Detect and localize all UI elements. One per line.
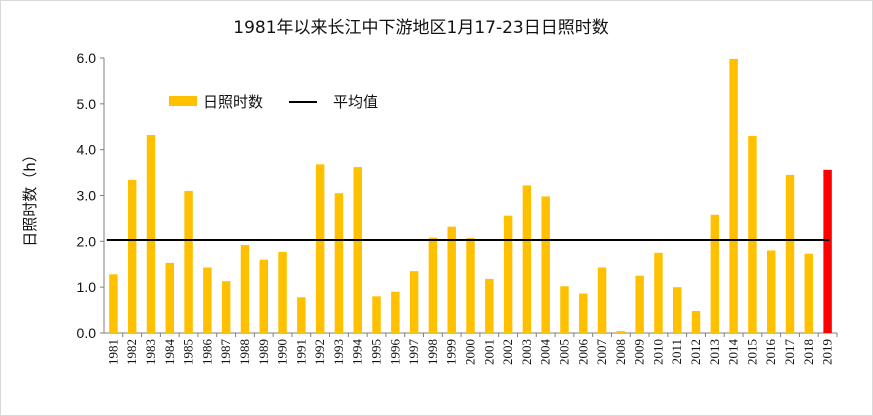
legend-bar-swatch — [169, 96, 197, 106]
x-tick-label: 1987 — [218, 339, 233, 366]
bar-1984 — [165, 262, 175, 333]
bar-2009 — [635, 275, 644, 333]
x-tick-label: 1982 — [124, 339, 139, 365]
x-tick-label: 2016 — [763, 339, 778, 366]
x-tick-label: 2001 — [481, 339, 496, 365]
y-tick-label: 5.0 — [77, 96, 97, 112]
bar-1985 — [184, 190, 193, 333]
legend-bar-label: 日照时数 — [203, 93, 263, 111]
bar-1995 — [372, 296, 381, 333]
bar-2014 — [729, 58, 738, 334]
x-tick-label: 2000 — [463, 339, 478, 365]
bar-1982 — [127, 179, 137, 333]
bar-2012 — [691, 311, 701, 333]
bar-2005 — [560, 286, 569, 333]
bar-1998 — [428, 237, 438, 333]
bar-2007 — [597, 267, 607, 333]
x-tick-label: 2012 — [688, 339, 703, 365]
bar-1993 — [334, 193, 344, 333]
x-tick-label: 1989 — [256, 339, 271, 365]
x-tick-label: 2007 — [594, 339, 609, 366]
x-tick-label: 1985 — [181, 339, 196, 365]
bar-1981 — [109, 274, 118, 333]
x-tick-label: 1994 — [350, 339, 365, 366]
y-tick-label: 1.0 — [77, 279, 97, 295]
x-tick-label: 2008 — [613, 339, 628, 365]
x-tick-label: 1984 — [162, 339, 177, 366]
x-tick-label: 2011 — [669, 339, 684, 365]
plot-area: 0.0 1.0 2.0 3.0 4.0 5.0 6.0 1981 1982 1983 1984 198… — [77, 50, 838, 366]
bar-2016 — [766, 250, 776, 333]
x-tick-label: 1999 — [444, 339, 459, 365]
bar-2018 — [804, 253, 814, 333]
y-tick-label: 6.0 — [77, 50, 97, 66]
x-tick-label: 2015 — [744, 339, 759, 365]
y-tick-label: 3.0 — [77, 188, 97, 204]
bar-1988 — [240, 245, 250, 333]
x-tick-label: 1990 — [275, 339, 290, 365]
bar-1986 — [203, 267, 212, 333]
bar-2000 — [466, 238, 475, 333]
bar-1992 — [315, 164, 325, 333]
y-axis-label: 日照时数（h） — [21, 147, 39, 247]
x-tick-label: 2005 — [556, 339, 571, 365]
x-tick-label: 1993 — [331, 339, 346, 365]
x-tick-label: 2002 — [500, 339, 515, 365]
y-tick-label: 2.0 — [77, 233, 97, 249]
bar-1999 — [447, 226, 456, 333]
legend-line-label: 平均值 — [333, 93, 378, 111]
x-tick-label: 2014 — [726, 339, 741, 366]
bar-2004 — [541, 196, 550, 333]
x-tick-label: 2017 — [782, 339, 797, 366]
x-tick-label: 1983 — [143, 339, 158, 365]
x-tick-label: 1992 — [312, 339, 327, 365]
x-tick-label: 2019 — [820, 339, 835, 365]
chart-title: 1981年以来长江中下游地区1月17-23日日照时数 — [233, 18, 608, 38]
bar-1994 — [353, 167, 362, 333]
bar-1991 — [297, 297, 306, 333]
legend: 日照时数 平均值 — [169, 93, 378, 111]
bar-2008 — [616, 331, 626, 333]
x-tick-label: 1986 — [199, 339, 214, 366]
bar-1997 — [409, 271, 419, 333]
bar-2003 — [522, 185, 532, 333]
bar-2006 — [579, 293, 588, 333]
x-tick-label: 1995 — [369, 339, 384, 365]
bar-1987 — [221, 281, 231, 333]
x-tick-label: 2010 — [650, 339, 665, 365]
y-tick-label: 0.0 — [77, 325, 97, 341]
bar-1990 — [278, 251, 287, 333]
x-tick-label: 1998 — [425, 339, 440, 365]
x-tick-label: 2013 — [707, 339, 722, 365]
x-tick-label: 1981 — [105, 339, 120, 365]
bar-2017 — [785, 174, 795, 333]
bar-2010 — [654, 252, 663, 333]
x-tick-label: 1988 — [237, 339, 252, 365]
y-tick-label: 4.0 — [77, 142, 97, 158]
x-tick-label: 1996 — [387, 339, 402, 366]
bar-1989 — [259, 259, 268, 333]
x-tick-label: 2003 — [519, 339, 534, 365]
x-tick-label: 1991 — [293, 339, 308, 365]
bar-2002 — [503, 215, 513, 333]
x-tick-label: 1997 — [406, 339, 421, 366]
x-tick-label: 2009 — [632, 339, 647, 365]
bar-2019 — [823, 169, 832, 333]
bar-2001 — [485, 278, 494, 333]
x-tick-label: 2004 — [538, 339, 553, 366]
bar-1996 — [391, 291, 400, 333]
x-tick-label: 2018 — [801, 339, 816, 365]
x-tick-label: 2006 — [575, 339, 590, 366]
bar-2015 — [748, 135, 757, 333]
bar-2013 — [710, 214, 720, 333]
bar-1983 — [146, 135, 156, 333]
bar-2011 — [673, 287, 682, 333]
